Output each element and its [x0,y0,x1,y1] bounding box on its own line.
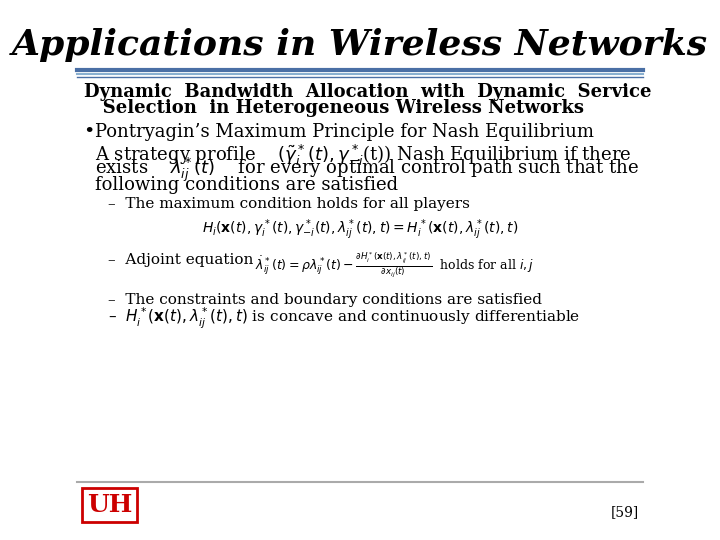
Text: –  $H^*_i(\mathbf{x}(t), \lambda^*_{ij}(t), t)$ is concave and continuously diff: – $H^*_i(\mathbf{x}(t), \lambda^*_{ij}(t… [108,306,580,330]
Text: [59]: [59] [611,505,639,519]
Text: –  Adjoint equation: – Adjoint equation [108,253,253,267]
Text: •: • [84,123,95,141]
Text: Applications in Wireless Networks: Applications in Wireless Networks [12,28,708,62]
Text: $H_i(\mathbf{x}(t), \gamma^*_i(t), \gamma^*_{-i}(t), \lambda^*_{ij}(t), t) = H^*: $H_i(\mathbf{x}(t), \gamma^*_i(t), \gamm… [202,218,518,242]
Text: UH: UH [87,493,132,517]
Text: Selection  in Heterogeneous Wireless Networks: Selection in Heterogeneous Wireless Netw… [84,99,584,117]
Text: –  The maximum condition holds for all players: – The maximum condition holds for all pl… [108,197,469,211]
Text: –  The constraints and boundary conditions are satisfied: – The constraints and boundary condition… [108,293,542,307]
Text: Pontryagin’s Maximum Principle for Nash Equilibrium: Pontryagin’s Maximum Principle for Nash … [95,123,594,141]
Text: A strategy profile    $(\tilde{\gamma}^*_i(t), \gamma^*_{-i}$(t)) Nash Equilibri: A strategy profile $(\tilde{\gamma}^*_i(… [95,143,631,167]
Text: exists    $\lambda^*_{ij}(t)$    for every optimal control path such that the: exists $\lambda^*_{ij}(t)$ for every opt… [95,156,639,184]
Text: $\dot{\lambda}^*_{ij}(t) = \rho\lambda^*_{ij}(t) - \frac{\partial H^*_i(\mathbf{: $\dot{\lambda}^*_{ij}(t) = \rho\lambda^*… [255,251,534,279]
Text: following conditions are satisfied: following conditions are satisfied [95,176,398,194]
Text: Dynamic  Bandwidth  Allocation  with  Dynamic  Service: Dynamic Bandwidth Allocation with Dynami… [84,83,651,101]
